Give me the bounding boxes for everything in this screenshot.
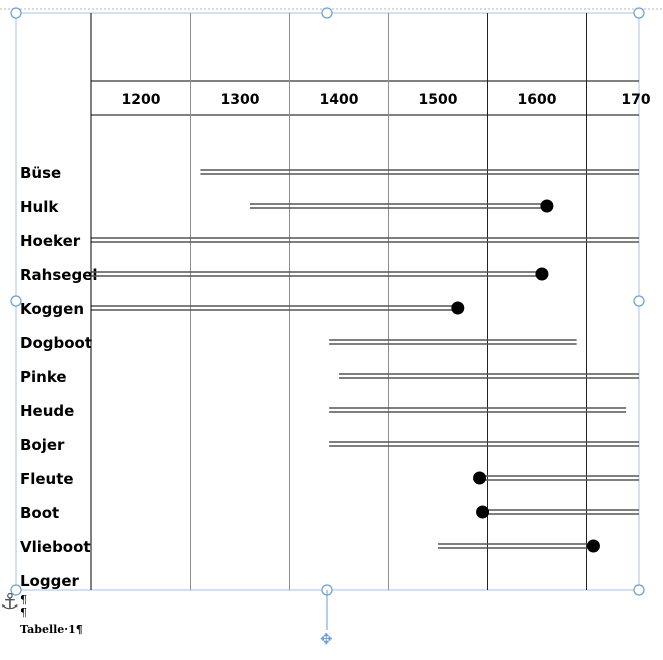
row-label: Hoeker [20, 232, 81, 250]
row-label: Koggen [20, 300, 84, 318]
row-label: Pinke [20, 368, 67, 386]
gridlines [90, 13, 639, 590]
start-marker [473, 471, 487, 485]
tick-labels: 1200 1300 1400 1500 1600 170 [122, 92, 651, 108]
tick-label: 1500 [419, 92, 458, 108]
anchor-icon: ⚓ [0, 590, 20, 615]
paragraph-mark: ¶ [20, 606, 27, 619]
resize-handles[interactable] [10, 7, 645, 630]
tick-label: 1300 [221, 92, 260, 108]
tick-label: 1200 [122, 92, 161, 108]
row-label: Hulk [20, 198, 59, 216]
resize-handle[interactable] [633, 584, 645, 596]
row-label: Dogboot [20, 334, 92, 352]
row-label: Büse [20, 164, 61, 182]
resize-handle[interactable] [10, 584, 22, 596]
row-labels: Büse Hulk Hoeker Rahsegel Koggen Dogboot Pinke… [20, 164, 98, 590]
row-label: Heude [20, 402, 74, 420]
resize-handle[interactable] [10, 295, 22, 307]
tick-label: 1600 [518, 92, 557, 108]
row-label: Fleute [20, 470, 74, 488]
resize-handle[interactable] [321, 7, 333, 19]
table-caption: Tabelle·1¶ [20, 623, 83, 636]
resize-handle[interactable] [633, 7, 645, 19]
resize-handle[interactable] [633, 295, 645, 307]
end-marker [540, 199, 554, 213]
tick-label: 1400 [320, 92, 359, 108]
end-marker [451, 301, 465, 315]
end-marker [535, 267, 549, 281]
row-label: Boot [20, 504, 59, 522]
resize-handle[interactable] [10, 7, 22, 19]
row-label: Logger [20, 572, 80, 590]
row-label: Bojer [20, 436, 65, 454]
end-marker [586, 539, 600, 553]
bars [91, 169, 639, 553]
paragraph-mark: ¶ [20, 593, 27, 606]
row-label: Vlieboot [20, 538, 91, 556]
row-label: Rahsegel [20, 266, 98, 284]
tick-label: 170 [621, 92, 650, 108]
start-marker [476, 505, 490, 519]
move-handle-icon[interactable]: ✥ [320, 630, 333, 648]
